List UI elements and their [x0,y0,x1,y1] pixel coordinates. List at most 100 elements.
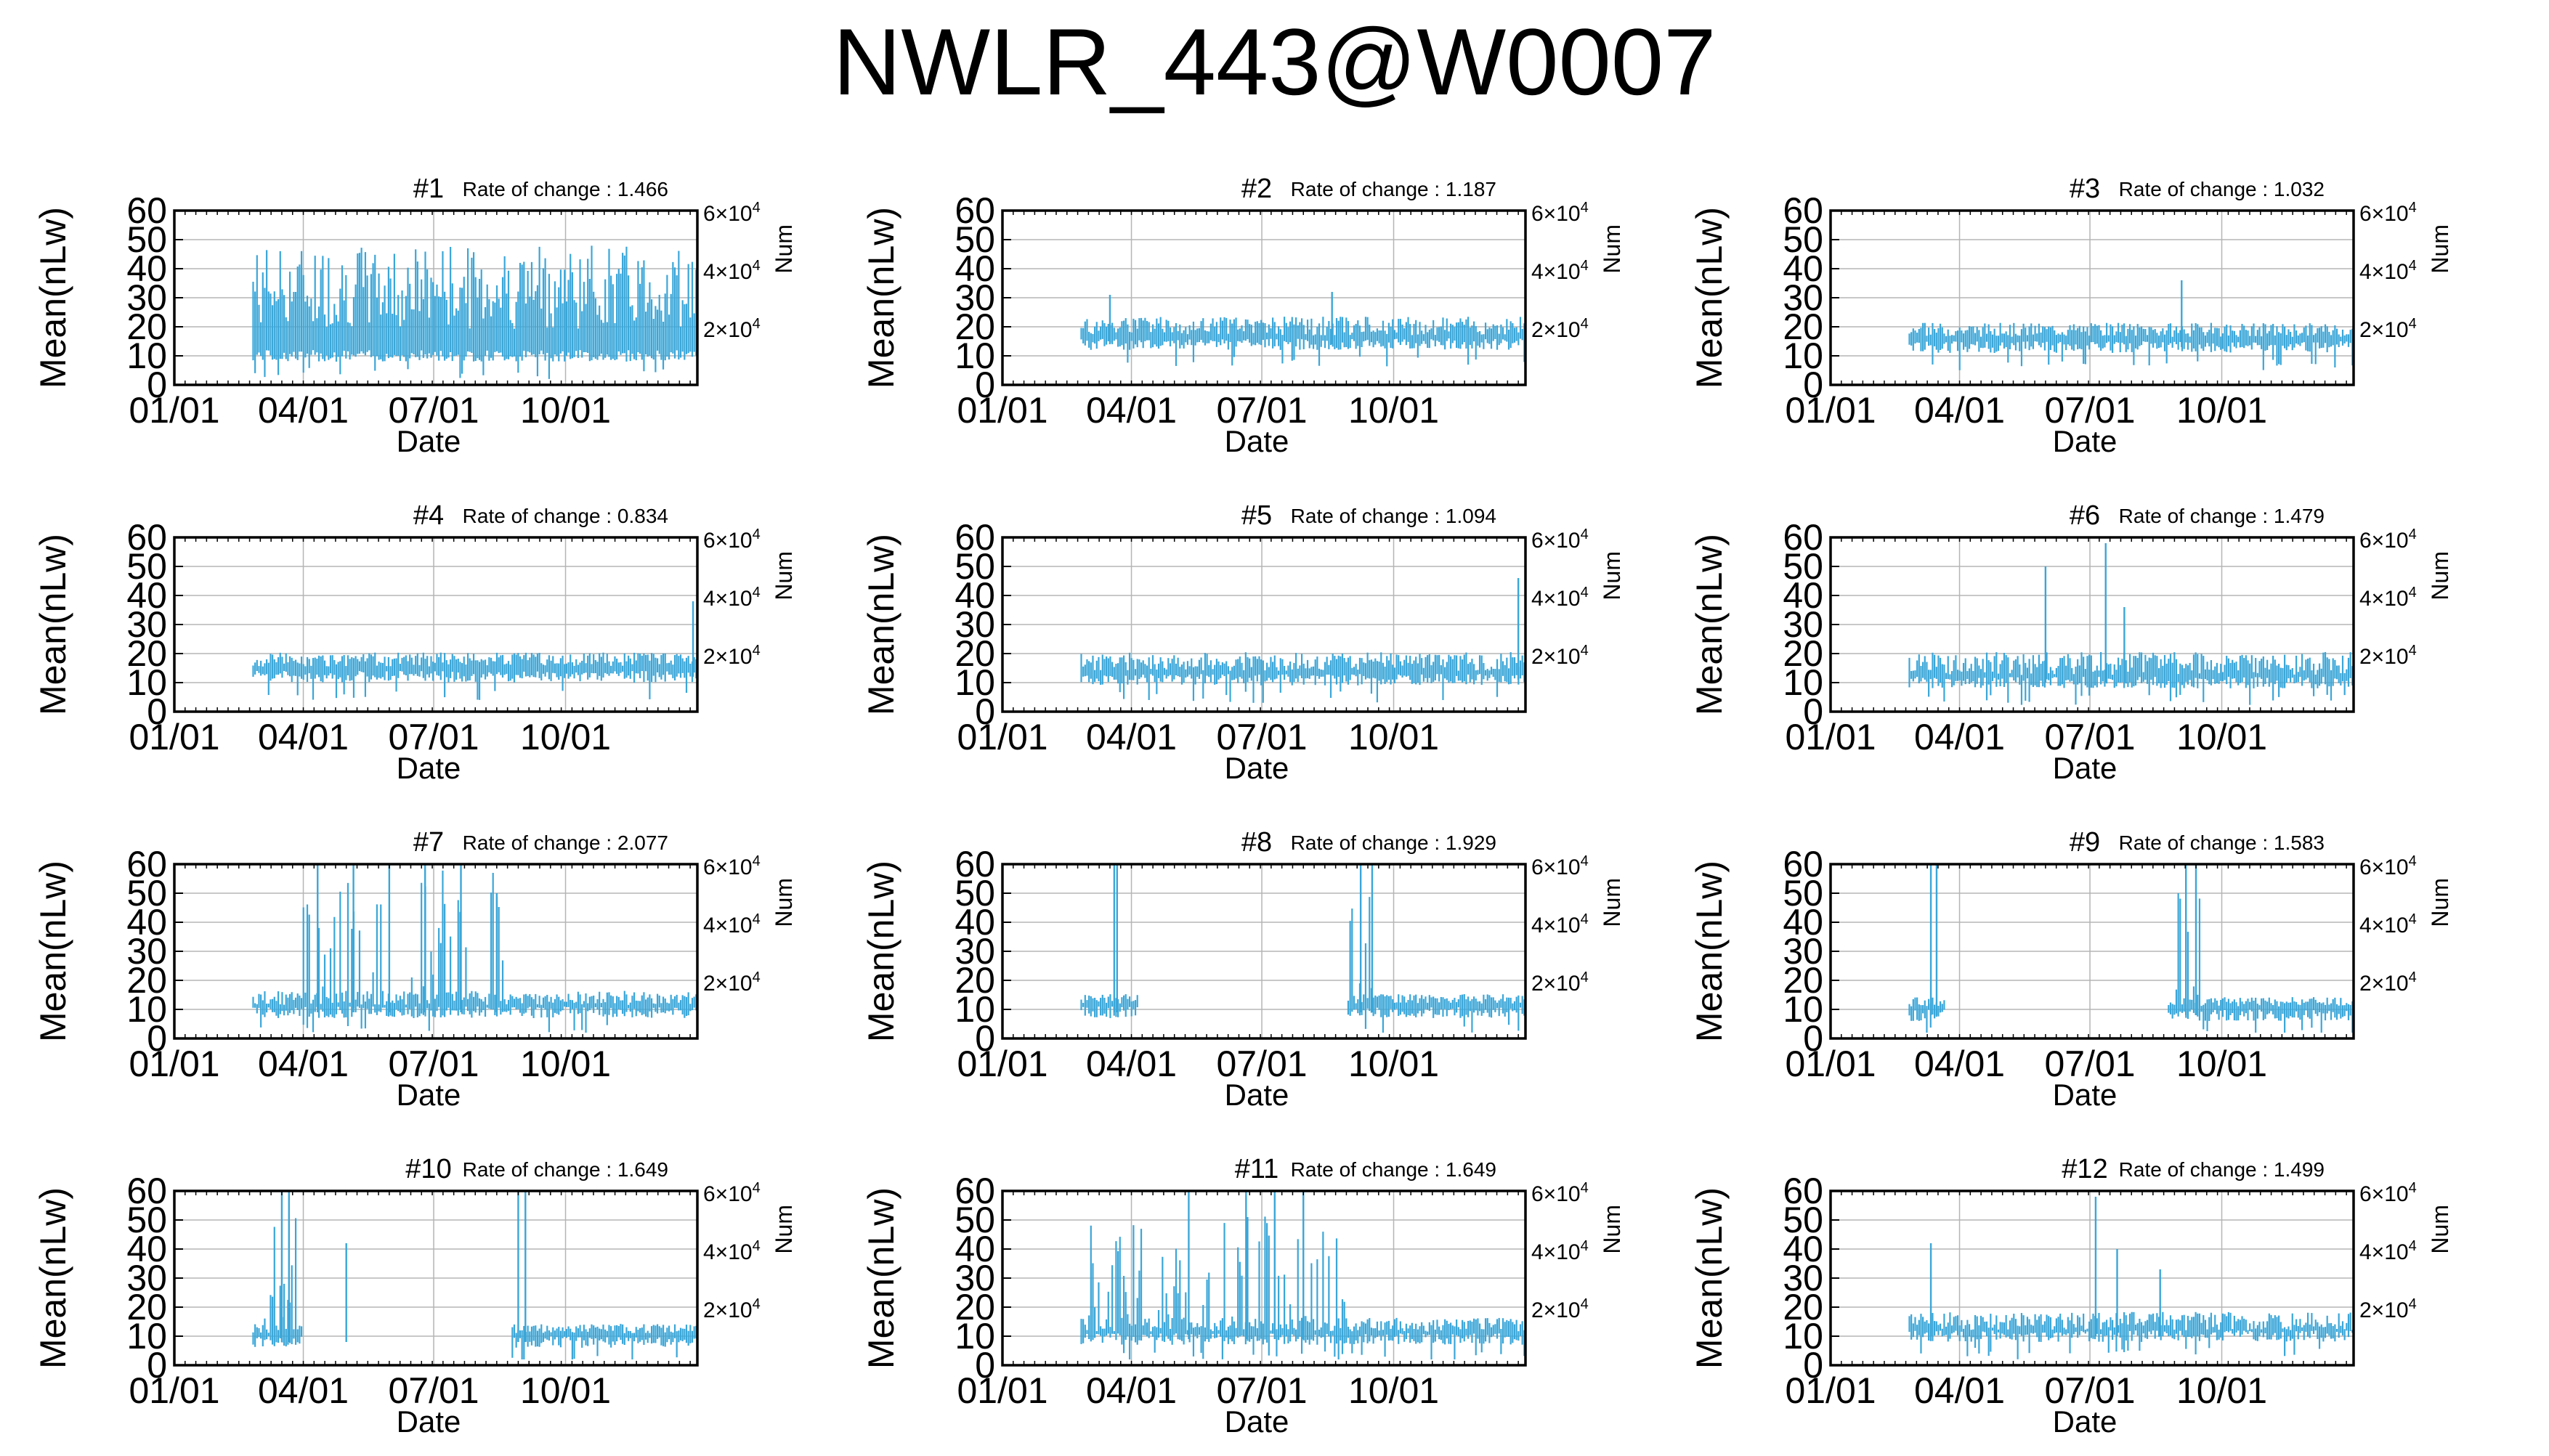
x-tick-label: 01/01 [957,1370,1047,1411]
y-tick-label: 50 [1783,219,1823,260]
x-tick-label: 10/01 [520,717,611,757]
y2-tick-base: 4×10 [1531,587,1581,611]
y2-tick-exp: 4 [753,1180,761,1196]
x-tick-label: 04/01 [1914,717,2005,757]
y-tick-label: 50 [1783,1200,1823,1240]
x-tick-label: 07/01 [388,390,479,431]
y2-tick-label: 6×104 [703,200,761,226]
panel-title: #3 [2070,174,2100,204]
y2-tick-base: 6×10 [2359,1182,2409,1206]
y-tick-label: 40 [955,575,995,616]
y2-tick-base: 2×10 [2359,1298,2409,1322]
plot-frame [1829,536,2355,713]
y2-tick-base: 6×10 [2359,202,2409,226]
y2-tick-label: 2×104 [2359,1296,2417,1322]
y2-tick-base: 2×10 [703,1298,753,1322]
x-axis-label: Date [397,1078,461,1112]
y-tick-label: 40 [126,1229,167,1269]
y-tick-label: 30 [955,604,995,645]
y2-tick-exp: 4 [2409,258,2417,274]
x-tick-label: 10/01 [2176,717,2267,757]
rate-of-change-label: Rate of change : 1.187 [1291,178,1496,200]
y2-tick-exp: 4 [2409,969,2417,985]
x-tick-label: 07/01 [388,1370,479,1411]
y2-tick-label: 2×104 [703,1296,761,1322]
y2-tick-base: 6×10 [2359,855,2409,879]
x-tick-label: 04/01 [258,1370,349,1411]
y2-tick-base: 6×10 [703,855,753,879]
y-axis-label: Mean(nLw) [1689,534,1730,715]
y-tick-label: 60 [1783,517,1823,558]
y-tick-label: 10 [126,335,167,376]
y2-tick-label: 4×104 [1531,911,1589,938]
y2-tick-exp: 4 [1581,258,1589,274]
x-axis-label: Date [1225,1078,1289,1112]
y2-tick-base: 2×10 [2359,318,2409,342]
x-tick-label: 10/01 [1348,1044,1439,1084]
y2-axis-label: Num [771,1205,797,1254]
y-tick-label: 40 [955,902,995,943]
y-tick-label: 40 [955,248,995,289]
panel-title: #12 [2062,1154,2107,1184]
y-tick-label: 0 [1803,1345,1823,1386]
y-tick-label: 20 [1783,306,1823,347]
plot-frame [173,536,699,713]
y-tick-label: 50 [126,219,167,260]
y2-tick-exp: 4 [1581,316,1589,332]
y-tick-label: 0 [975,691,995,732]
y2-tick-base: 4×10 [703,260,753,284]
y2-tick-label: 2×104 [2359,969,2417,996]
y-tick-label: 50 [955,1200,995,1240]
x-axis-label: Date [1225,424,1289,458]
y2-tick-base: 2×10 [703,645,753,669]
y2-tick-label: 4×104 [1531,258,1589,284]
y-tick-label: 60 [1783,844,1823,884]
y2-tick-exp: 4 [753,911,761,927]
x-tick-label: 07/01 [1216,390,1307,431]
y2-tick-exp: 4 [1581,969,1589,985]
y-tick-label: 0 [1803,691,1823,732]
x-axis-label: Date [1225,751,1289,785]
x-tick-label: 07/01 [388,717,479,757]
y2-tick-label: 2×104 [1531,1296,1589,1322]
y2-tick-base: 4×10 [1531,1240,1581,1264]
y2-tick-label: 6×104 [703,853,761,879]
y-tick-label: 30 [126,1258,167,1298]
y2-tick-label: 4×104 [2359,1238,2417,1264]
y-tick-label: 30 [955,277,995,318]
x-tick-label: 01/01 [129,390,219,431]
x-tick-label: 07/01 [2044,1044,2135,1084]
x-axis-label: Date [397,1404,461,1439]
y-tick-label: 20 [1783,960,1823,1001]
plot-frame [173,1189,699,1367]
y-tick-label: 40 [1783,1229,1823,1269]
y2-tick-base: 6×10 [2359,529,2409,553]
y-tick-label: 10 [955,335,995,376]
y2-tick-exp: 4 [2409,853,2417,869]
y2-tick-exp: 4 [753,643,761,659]
y-tick-label: 0 [147,691,167,732]
y2-tick-exp: 4 [753,316,761,332]
rate-of-change-label: Rate of change : 0.834 [463,505,668,527]
x-axis-label: Date [1225,1404,1289,1439]
y2-tick-base: 6×10 [1531,855,1581,879]
x-tick-label: 04/01 [1914,1044,2005,1084]
x-axis-label: Date [397,424,461,458]
x-tick-label: 10/01 [520,1370,611,1411]
y2-tick-base: 2×10 [1531,318,1581,342]
y-tick-label: 30 [955,1258,995,1298]
y2-tick-exp: 4 [2409,643,2417,659]
x-tick-label: 04/01 [1086,717,1177,757]
y2-tick-label: 4×104 [703,911,761,938]
y-tick-label: 0 [1803,365,1823,405]
y-axis-label: Mean(nLw) [1689,207,1730,389]
y-tick-label: 0 [975,1018,995,1059]
